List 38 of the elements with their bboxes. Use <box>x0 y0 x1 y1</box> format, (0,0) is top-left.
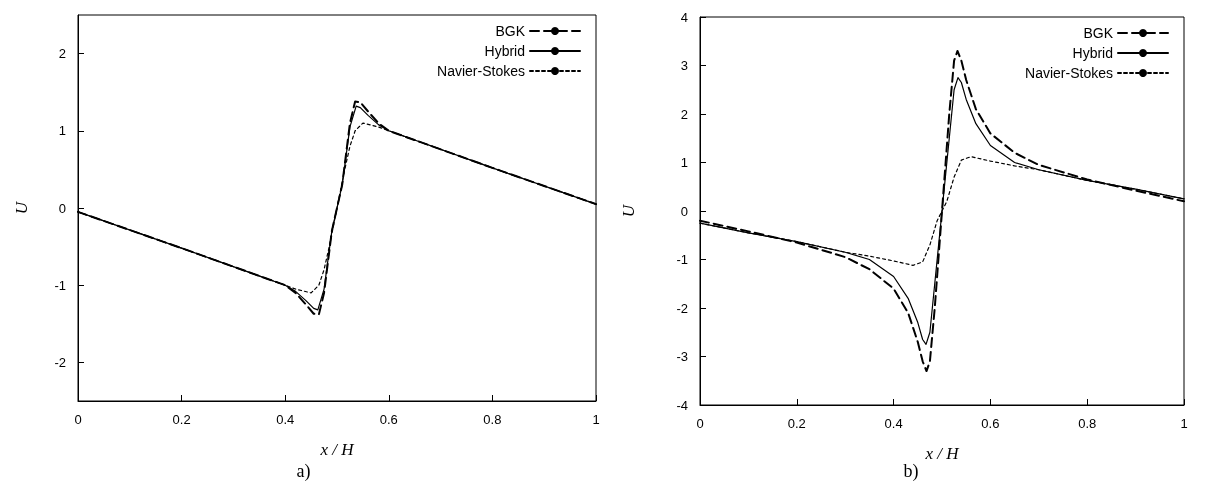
legend-label: Hybrid <box>1072 45 1113 61</box>
y-tick-label: 0 <box>680 203 688 219</box>
y-tick-label: -2 <box>676 300 688 316</box>
y-tick-label: 2 <box>58 46 66 62</box>
x-axis-title: x / H <box>924 444 961 463</box>
legend-label: BGK <box>1083 25 1114 41</box>
x-tick-label: 0.2 <box>787 416 806 431</box>
x-tick-label: 0.2 <box>172 412 191 427</box>
x-tick-label: 0.4 <box>276 412 295 427</box>
y-tick-label: 1 <box>58 123 66 139</box>
y-tick-label: 1 <box>680 155 688 170</box>
text: b) <box>903 461 919 482</box>
y-tick-label: -1 <box>54 277 66 293</box>
y-tick-label: 0 <box>58 200 66 216</box>
y-axis-title: U <box>12 200 31 215</box>
y-tick-label: 2 <box>680 106 688 122</box>
x-tick-label: 1 <box>1180 416 1188 431</box>
x-tick-label: 0.6 <box>379 412 398 427</box>
x-axis-title: x / H <box>319 440 356 459</box>
x-tick-label: 1 <box>592 412 600 427</box>
legend-label: Navier-Stokes <box>437 63 525 79</box>
x-tick-label: 0.8 <box>1078 416 1097 431</box>
x-tick-label: 0.6 <box>981 416 1000 431</box>
legend-label: BGK <box>495 23 526 39</box>
x-tick-label: 0 <box>74 412 82 427</box>
x-tick-label: 0.4 <box>884 416 903 431</box>
y-tick-label: -4 <box>676 397 688 413</box>
y-tick-label: 3 <box>680 58 688 73</box>
y-tick-label: -2 <box>54 354 66 370</box>
legend-label: Navier-Stokes <box>1025 65 1113 81</box>
x-tick-label: 0 <box>696 416 704 431</box>
y-tick-label: -3 <box>676 349 688 364</box>
y-tick-label: 4 <box>680 9 688 25</box>
y-tick-label: -1 <box>676 252 688 267</box>
y-axis-title: U <box>619 203 638 218</box>
x-tick-label: 0.8 <box>483 412 502 427</box>
legend-label: Hybrid <box>484 43 525 59</box>
text: a) <box>296 461 311 482</box>
